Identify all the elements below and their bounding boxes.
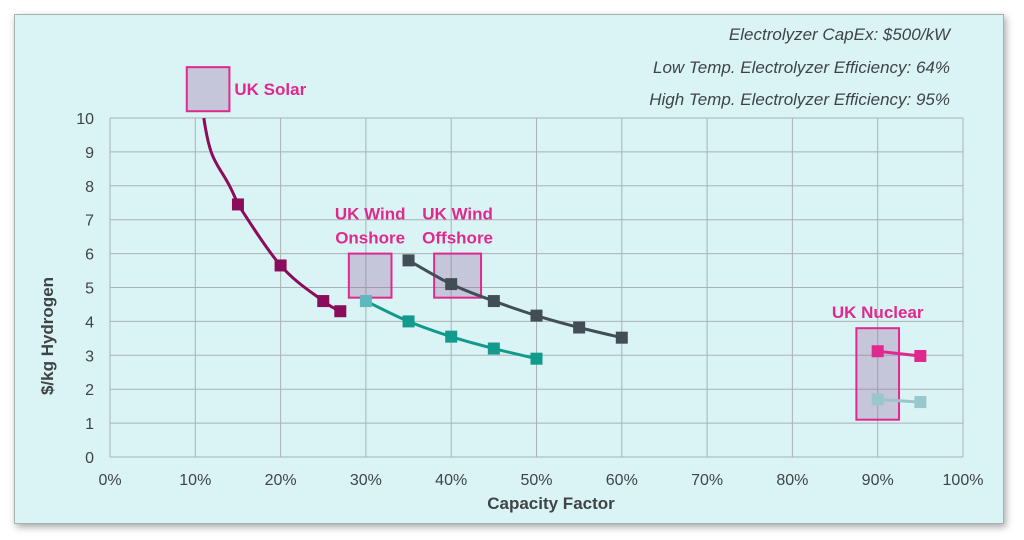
callout-box-wind-onshore bbox=[347, 252, 393, 299]
gridlines bbox=[109, 117, 964, 458]
y-tick-label: 10 bbox=[76, 111, 94, 128]
callout-label-nuclear: UK Nuclear bbox=[832, 303, 924, 322]
x-tick-label: 0% bbox=[98, 472, 121, 489]
x-tick-label: 30% bbox=[350, 472, 382, 489]
y-tick-label: 3 bbox=[85, 348, 94, 365]
data-point-marker bbox=[615, 331, 628, 344]
data-point-marker bbox=[914, 349, 927, 362]
callout-label-solar: UK Solar bbox=[234, 80, 306, 99]
y-tick-label: 1 bbox=[85, 416, 94, 433]
y-tick-label: 9 bbox=[85, 145, 94, 162]
chart-frame: 0% 10% 20% 30% 40% 50% 60% 70% 80% 90% 100% 0 1 2 3 4 5 6… bbox=[14, 14, 1004, 524]
data-point-marker bbox=[530, 352, 543, 365]
data-point-marker bbox=[573, 321, 586, 334]
x-tick-label: 100% bbox=[943, 472, 984, 489]
callout-label-wind-onshore: Onshore bbox=[335, 229, 405, 248]
data-point-marker bbox=[530, 309, 543, 322]
y-tick-label: 4 bbox=[85, 314, 94, 331]
callout-box-nuclear bbox=[855, 327, 901, 421]
x-tick-label: 20% bbox=[265, 472, 297, 489]
annotation-high-temp-efficiency: High Temp. Electrolyzer Efficiency: 95% bbox=[649, 90, 950, 109]
callout-box-solar bbox=[185, 66, 231, 113]
data-point-marker bbox=[487, 342, 500, 355]
y-tick-label: 8 bbox=[85, 179, 94, 196]
annotation-low-temp-efficiency: Low Temp. Electrolyzer Efficiency: 64% bbox=[653, 58, 950, 77]
callout-boxes bbox=[185, 66, 901, 421]
y-tick-label: 2 bbox=[85, 382, 94, 399]
annotations: Electrolyzer CapEx: $500/kW Low Temp. El… bbox=[649, 25, 952, 109]
data-point-marker bbox=[445, 330, 458, 343]
data-point-marker bbox=[231, 198, 244, 211]
data-point-marker bbox=[274, 259, 287, 272]
x-tick-label: 90% bbox=[862, 472, 894, 489]
data-point-marker bbox=[445, 278, 458, 291]
callout-label-wind-onshore: UK Wind bbox=[335, 205, 406, 224]
callout-labels: UK Solar UK Wind Onshore UK Wind Offshore UK … bbox=[234, 80, 923, 322]
x-tick-label: 60% bbox=[606, 472, 638, 489]
data-point-marker bbox=[317, 295, 330, 308]
callout-label-wind-offshore: Offshore bbox=[422, 229, 493, 248]
y-tick-label: 6 bbox=[85, 247, 94, 264]
y-tick-label: 5 bbox=[85, 281, 94, 298]
data-point-marker bbox=[871, 393, 884, 406]
series-line bbox=[202, 117, 342, 313]
x-tick-label: 50% bbox=[520, 472, 552, 489]
y-axis-title: $/kg Hydrogen bbox=[38, 277, 57, 395]
callout-box-wind-offshore bbox=[433, 252, 483, 299]
y-tick-label: 7 bbox=[85, 213, 94, 230]
x-tick-label: 70% bbox=[691, 472, 723, 489]
annotation-capex: Electrolyzer CapEx: $500/kW bbox=[729, 25, 952, 44]
x-tick-label: 80% bbox=[776, 472, 808, 489]
data-point-marker bbox=[359, 295, 372, 308]
callout-label-wind-offshore: UK Wind bbox=[422, 205, 493, 224]
y-tick-label: 0 bbox=[85, 450, 94, 467]
data-point-marker bbox=[334, 305, 347, 318]
data-point-marker bbox=[402, 254, 415, 267]
data-series bbox=[202, 117, 927, 409]
tick-labels: 0% 10% 20% 30% 40% 50% 60% 70% 80% 90% 100% 0 1 2 3 4 5 6… bbox=[76, 111, 983, 489]
data-point-marker bbox=[402, 315, 415, 328]
x-axis-title: Capacity Factor bbox=[487, 494, 615, 513]
data-point-marker bbox=[487, 295, 500, 308]
data-point-marker bbox=[871, 345, 884, 358]
data-point-marker bbox=[914, 396, 927, 409]
chart-svg: 0% 10% 20% 30% 40% 50% 60% 70% 80% 90% 100% 0 1 2 3 4 5 6… bbox=[38, 25, 983, 513]
x-tick-label: 10% bbox=[179, 472, 211, 489]
x-tick-label: 40% bbox=[435, 472, 467, 489]
